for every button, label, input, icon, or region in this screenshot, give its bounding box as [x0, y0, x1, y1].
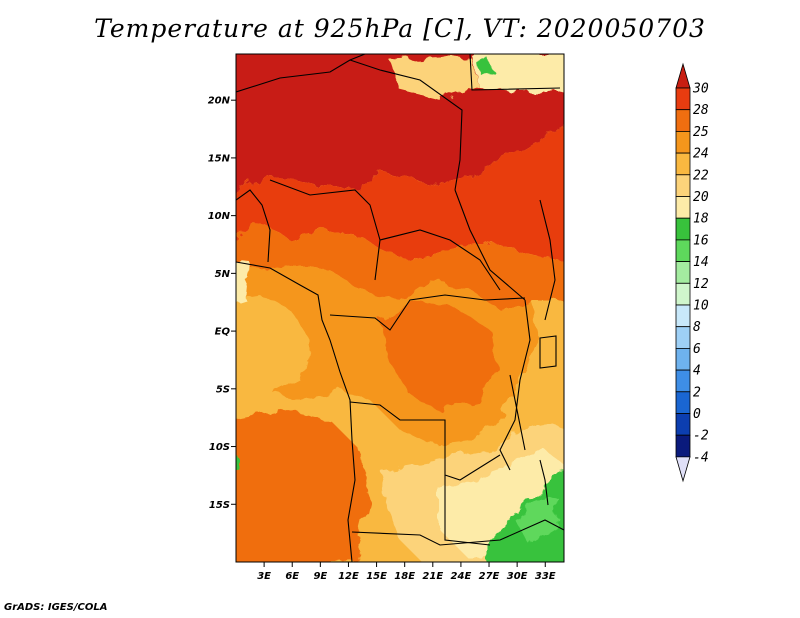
lat-tick-label: 5S [216, 384, 230, 395]
colorbar-swatch [675, 413, 691, 436]
map-frame [235, 53, 565, 563]
colorbar-label: 8 [693, 320, 701, 335]
border-nigeria [269, 179, 381, 281]
colorbar-label: 12 [693, 277, 709, 292]
border-north-1 [236, 54, 366, 93]
colorbar-label: 30 [692, 82, 709, 97]
border-angola-zambia [444, 475, 491, 546]
colorbar-swatch [675, 87, 691, 111]
colorbar-swatch [675, 152, 691, 176]
borders [236, 54, 564, 562]
colorbar-label: -4 [693, 450, 709, 465]
field-angola-warm [236, 410, 370, 562]
colorbar-label: 18 [693, 212, 709, 227]
colorbar-swatch [675, 369, 691, 393]
border-drc-east [499, 299, 531, 471]
colorbar-label: 10 [693, 299, 709, 314]
border-kalahari [469, 54, 561, 91]
colorbar-swatch [675, 326, 691, 349]
field-west-green [236, 458, 240, 471]
lat-tick-label: 15N [208, 153, 231, 164]
lat-tick-label: 20N [208, 96, 231, 107]
lon-tick-label: 9E [313, 571, 327, 582]
coastline-west [236, 261, 356, 562]
colorbar-label: -2 [693, 429, 709, 444]
field-congo-warm [380, 300, 500, 410]
lat-tick-label: EQ [215, 327, 231, 338]
colorbar-swatch [675, 217, 691, 241]
colorbar-swatch [675, 239, 691, 262]
lon-tick-label: 15E [366, 571, 387, 582]
colorbar-label: 25 [693, 125, 709, 140]
lake-tanganyika [509, 374, 526, 451]
lat-tick-label: 15S [209, 500, 230, 511]
colorbar-swatch [675, 261, 691, 284]
colorbar-swatch [675, 347, 691, 371]
field-northeast-pale [470, 54, 564, 92]
lon-tick-label: 6E [285, 571, 299, 582]
field-southeast-ltgreen [515, 495, 560, 545]
colorbar-swatch [675, 434, 691, 458]
border-westafrica [236, 189, 271, 263]
lon-tick-label: 21E [422, 571, 443, 582]
colorbar-bottom-arrow [675, 456, 691, 483]
lat-tick-label: 10N [208, 211, 231, 222]
field-coast-cool [236, 295, 310, 400]
footer-credit: GrADS: IGES/COLA [4, 602, 108, 613]
border-chad-sudan [454, 189, 526, 301]
colorbar-top-arrow [675, 62, 691, 89]
colorbar-swatch [675, 109, 691, 132]
lon-tick-label: 30E [507, 571, 528, 582]
colorbar-swatch [675, 391, 691, 414]
colorbar-label: 16 [693, 233, 709, 248]
border-niger-chad [349, 59, 463, 191]
temperature-field [236, 54, 564, 562]
field-west-pale [236, 260, 250, 304]
border-south [351, 519, 564, 546]
colorbar-label: 28 [693, 103, 709, 118]
colorbar-swatch [675, 174, 691, 197]
field-north-veryhot [236, 123, 564, 260]
colorbar-swatch [675, 196, 691, 219]
latitude-ticks: 20N 15N 10N 5N EQ 5S 10S 15S [208, 96, 236, 511]
lon-tick-label: 3E [257, 571, 271, 582]
colorbar-label: 22 [693, 168, 709, 183]
border-drc-south [349, 401, 501, 481]
lat-tick-label: 5N [215, 269, 231, 280]
map-title: Temperature at 925hPa [C], VT: 202005070… [94, 14, 706, 43]
colorbar-label: 6 [693, 342, 701, 357]
border-ethiopia [539, 199, 556, 321]
colorbar-swatch [675, 304, 691, 328]
colorbar-label: 14 [693, 255, 709, 270]
lake-malawi [539, 459, 549, 506]
colorbar-swatch [675, 130, 691, 154]
lon-tick-label: 12E [338, 571, 359, 582]
field-green-patch-top [476, 60, 492, 72]
colorbar-label: 0 [693, 407, 701, 422]
colorbar-label: 24 [693, 147, 709, 162]
border-car [379, 229, 501, 291]
lat-tick-label: 10S [209, 442, 230, 453]
border-congo [329, 294, 526, 331]
longitude-ticks: 3E 6E 9E 12E 15E 18E 21E 24E 27E 30E 33E [257, 562, 556, 582]
lon-tick-label: 33E [535, 571, 556, 582]
lon-tick-label: 24E [451, 571, 472, 582]
lon-tick-label: 18E [394, 571, 415, 582]
colorbar-label: 20 [693, 190, 709, 205]
field-central-north-light [390, 56, 480, 100]
colorbar-label: 4 [693, 364, 701, 379]
field-central-warm [236, 220, 564, 310]
colorbar-label: 2 [693, 385, 701, 400]
lon-tick-label: 27E [479, 571, 500, 582]
lake-victoria [539, 335, 557, 369]
colorbar-swatch [675, 282, 691, 306]
